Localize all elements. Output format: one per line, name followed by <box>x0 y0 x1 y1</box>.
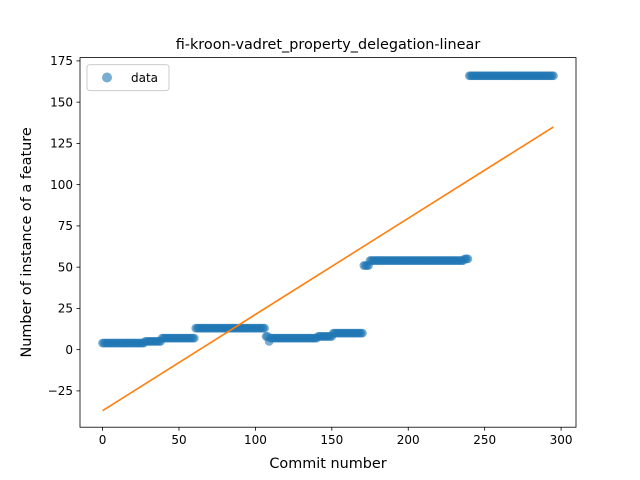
y-axis-label: Number of instance of a feature <box>19 127 35 357</box>
x-tick-label: 300 <box>550 433 573 447</box>
y-tick-label: 100 <box>50 178 73 192</box>
y-tick-label: 50 <box>58 260 73 274</box>
legend-box <box>86 64 170 92</box>
y-tick-label: 150 <box>50 95 73 109</box>
legend-label-data: data <box>131 71 158 85</box>
y-tick-label: 175 <box>50 54 73 68</box>
y-axis: −25 0 25 50 75 100 125 150 175 <box>48 54 80 398</box>
x-tick-label: 250 <box>473 433 496 447</box>
axes-frame <box>79 57 577 428</box>
x-tick-label: 200 <box>397 433 420 447</box>
x-tick-label: 100 <box>244 433 267 447</box>
x-tick-label: 0 <box>99 433 107 447</box>
chart-title: fi-kroon-vadret_property_delegation-line… <box>176 37 481 53</box>
legend: data <box>86 64 170 92</box>
data-point <box>189 333 199 343</box>
axes-background <box>80 57 576 428</box>
x-tick-label: 50 <box>171 433 186 447</box>
y-tick-label: 75 <box>58 219 73 233</box>
data-layer <box>98 71 558 348</box>
plot-area <box>80 57 576 428</box>
y-tick-label: −25 <box>48 384 73 398</box>
x-axis-label: Commit number <box>269 456 386 472</box>
legend-marker-data <box>102 72 112 83</box>
fit-layer <box>102 126 554 412</box>
x-tick-label: 150 <box>320 433 343 447</box>
y-tick-label: 125 <box>50 137 73 151</box>
data-point <box>260 323 269 333</box>
y-tick-label: 25 <box>58 302 73 316</box>
data-point <box>357 328 367 338</box>
data-point <box>549 71 558 81</box>
fit-line <box>102 126 554 412</box>
y-tick-label: 0 <box>65 343 73 357</box>
data-point <box>463 254 473 264</box>
x-axis: 0 50 100 150 200 250 300 <box>99 427 573 447</box>
